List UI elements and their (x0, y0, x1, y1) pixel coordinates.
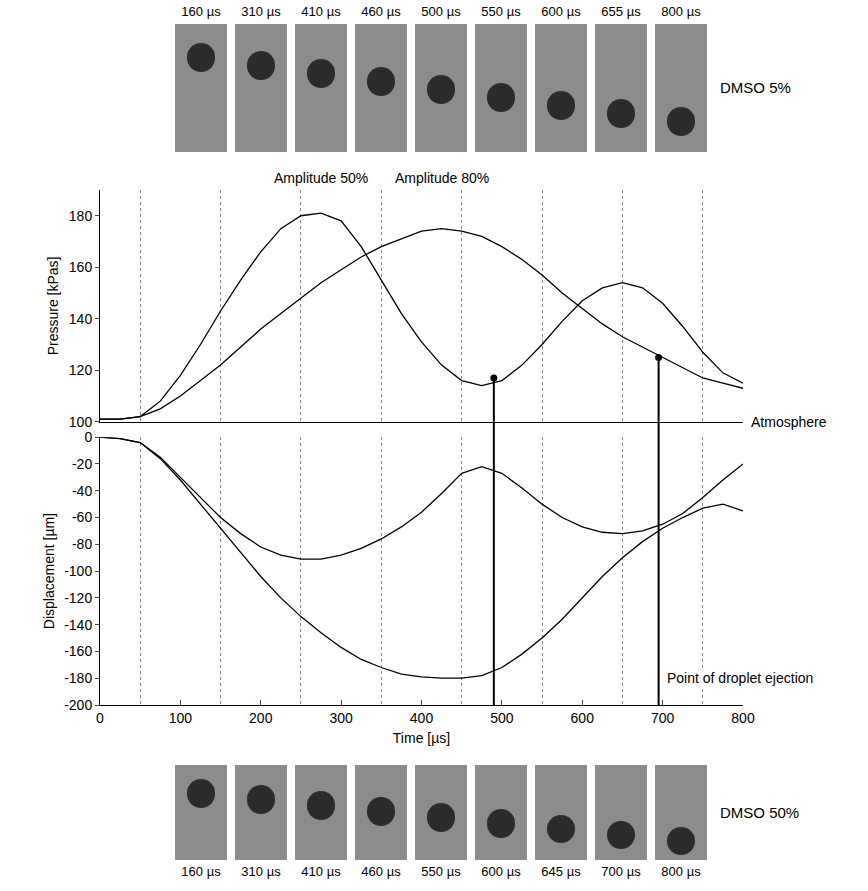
html-text:550 µs: 550 µs (481, 4, 521, 19)
svg-text:100: 100 (69, 414, 93, 430)
svg-text:700: 700 (651, 710, 675, 726)
svg-text:160: 160 (69, 259, 93, 275)
svg-text:-160: -160 (64, 643, 92, 659)
svg-text:180: 180 (69, 208, 93, 224)
svg-text:120: 120 (69, 362, 93, 378)
html-text:700 µs: 700 µs (601, 864, 641, 879)
html-text:550 µs: 550 µs (421, 864, 461, 879)
html-text:800 µs: 800 µs (661, 4, 701, 19)
html-text:DMSO 50%: DMSO 50% (720, 803, 800, 821)
svg-text:Time [µs]: Time [µs] (393, 730, 450, 746)
html-text:500 µs: 500 µs (421, 4, 461, 19)
svg-text:200: 200 (249, 710, 273, 726)
svg-text:Amplitude 80%: Amplitude 80% (395, 170, 489, 186)
html-text:460 µs: 460 µs (361, 864, 401, 879)
svg-text:-200: -200 (64, 697, 92, 713)
svg-text:0: 0 (96, 710, 104, 726)
svg-text:600: 600 (571, 710, 595, 726)
svg-text:Amplitude 50%: Amplitude 50% (274, 170, 368, 186)
svg-text:100: 100 (169, 710, 193, 726)
svg-text:Point of droplet ejection: Point of droplet ejection (667, 670, 813, 686)
html-text:600 µs: 600 µs (541, 4, 581, 19)
svg-text:Atmosphere: Atmosphere (751, 414, 827, 430)
svg-text:140: 140 (69, 311, 93, 327)
html-text:160 µs: 160 µs (181, 4, 221, 19)
svg-text:800: 800 (731, 710, 755, 726)
html-text:410 µs: 410 µs (301, 864, 341, 879)
svg-text:0: 0 (84, 429, 92, 445)
svg-text:500: 500 (490, 710, 514, 726)
svg-text:-40: -40 (72, 483, 92, 499)
html-text:460 µs: 460 µs (361, 4, 401, 19)
html-text:310 µs: 310 µs (241, 4, 281, 19)
svg-text:300: 300 (329, 710, 353, 726)
svg-text:-80: -80 (72, 536, 92, 552)
html-text:DMSO 5%: DMSO 5% (720, 79, 791, 96)
svg-text:-60: -60 (72, 509, 92, 525)
html-text:410 µs: 410 µs (301, 4, 341, 19)
html-text:645 µs: 645 µs (541, 864, 581, 879)
svg-text:Displacement [µm]: Displacement [µm] (41, 513, 57, 629)
html-text:800 µs: 800 µs (661, 864, 701, 879)
svg-text:-100: -100 (64, 563, 92, 579)
svg-text:-20: -20 (72, 456, 92, 472)
svg-text:Pressure [kPas]: Pressure [kPas] (45, 256, 61, 355)
svg-text:400: 400 (410, 710, 434, 726)
html-text:655 µs: 655 µs (601, 4, 641, 19)
html-text:600 µs: 600 µs (481, 864, 521, 879)
html-text:160 µs: 160 µs (181, 864, 221, 879)
svg-text:-180: -180 (64, 670, 92, 686)
svg-text:-120: -120 (64, 590, 92, 606)
html-text:310 µs: 310 µs (241, 864, 281, 879)
svg-text:-140: -140 (64, 617, 92, 633)
